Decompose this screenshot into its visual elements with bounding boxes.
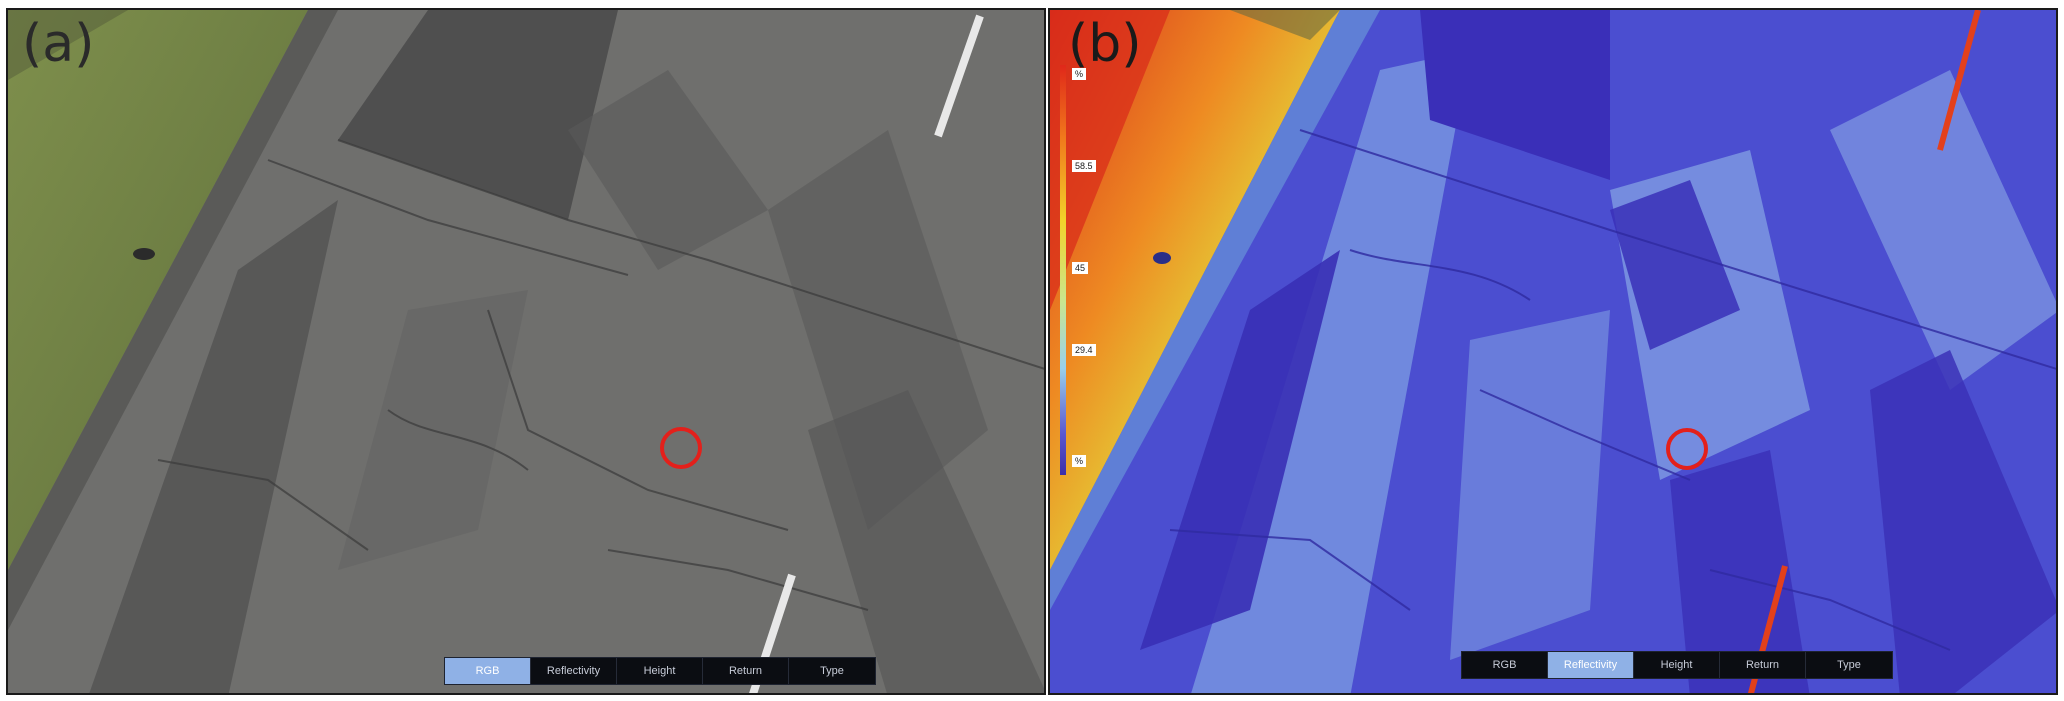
red-circle-icon	[1666, 428, 1708, 470]
rgb-view-panel[interactable]: (a) RGB Reflectivity Height Return Type	[6, 8, 1046, 695]
return-mode-button[interactable]: Return	[703, 658, 789, 684]
rgb-mode-button[interactable]: RGB	[1462, 652, 1548, 678]
panel-label: (b)	[1068, 14, 1142, 74]
reflectivity-view-panel[interactable]: (b) % 58.5 45 29.4 % RGB Reflectivity He…	[1048, 8, 2058, 695]
rgb-mode-button[interactable]: RGB	[445, 658, 531, 684]
return-mode-button[interactable]: Return	[1720, 652, 1806, 678]
height-mode-button[interactable]: Height	[1634, 652, 1720, 678]
type-mode-button[interactable]: Type	[1837, 659, 1861, 671]
rgb-point-cloud-image	[8, 10, 1044, 693]
colorbar-min-label: %	[1072, 455, 1087, 467]
panel-label: (a)	[22, 14, 95, 74]
reflectivity-mode-button[interactable]: Reflectivity	[1548, 652, 1634, 678]
view-mode-toolbar: RGB Reflectivity Height Return Type	[444, 657, 876, 685]
reflectivity-colorbar	[1060, 65, 1066, 475]
height-mode-button[interactable]: Height	[617, 658, 703, 684]
reflectivity-mode-button[interactable]: Reflectivity	[531, 658, 617, 684]
red-circle-icon	[660, 427, 702, 469]
colorbar-tick-label: 58.5	[1072, 160, 1096, 172]
type-mode-button[interactable]: Type	[820, 665, 844, 677]
colorbar-tick-label: 29.4	[1072, 344, 1096, 356]
view-mode-toolbar: RGB Reflectivity Height Return Type	[1461, 651, 1893, 679]
colorbar-tick-label: 45	[1072, 262, 1089, 274]
colorbar-max-label: %	[1072, 68, 1087, 80]
reflectivity-point-cloud-image	[1050, 10, 2056, 693]
